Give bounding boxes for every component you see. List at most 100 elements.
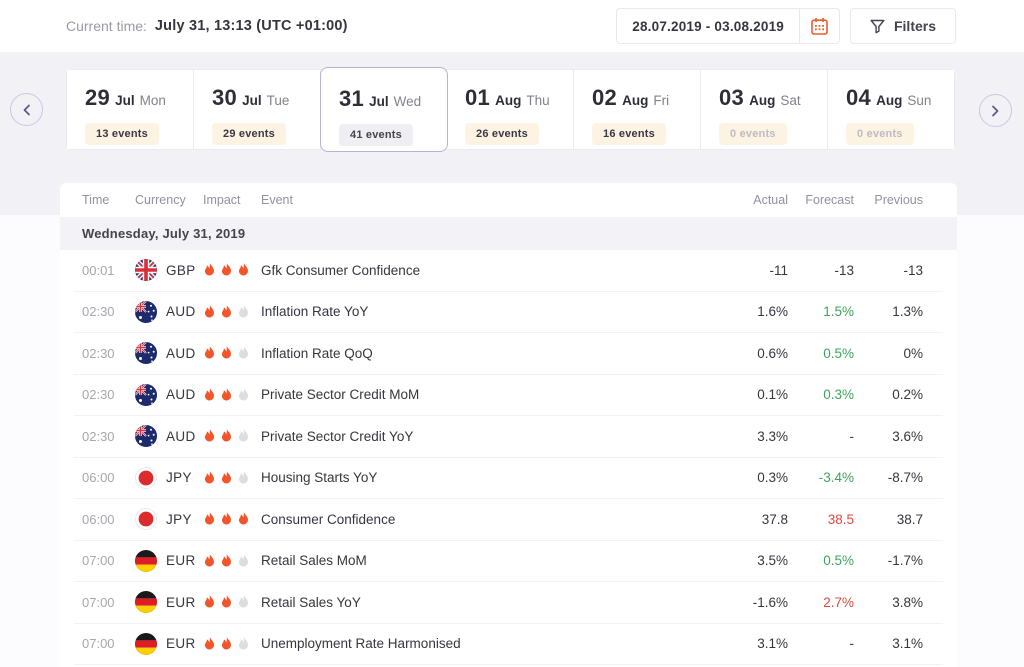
date-range-button[interactable]: 28.07.2019 - 03.08.2019 [616,8,840,44]
top-bar-actions: 28.07.2019 - 03.08.2019 [616,8,956,44]
day-card-date: 30 Jul Tue [212,85,320,111]
event-row[interactable]: 02:30 AUD Inflation Rate QoQ 0.6% 0.5% 0… [74,333,943,375]
events-table-panel: Time Currency Impact Event Actual Foreca… [60,183,957,667]
impact-flame-icon [220,429,233,443]
event-row[interactable]: 00:01 GBP Gfk Consumer Confidence -11 -1… [74,250,943,292]
day-card-date: 01 Aug Thu [465,85,573,111]
australia-flag [135,425,157,448]
forecast-value: - [849,636,855,652]
day-month: Jul [242,93,262,108]
date-group-row: Wednesday, July 31, 2019 [60,217,957,250]
forecast-value: 0.3% [823,387,854,403]
current-time-label: Current time: [66,18,147,34]
column-header-previous: Previous [874,193,923,207]
day-card-30-jul[interactable]: 30 Jul Tue 29 events [194,70,321,149]
day-weekday: Sun [907,93,932,108]
day-weekday: Tue [266,93,290,108]
day-card-date: 04 Aug Sun [846,85,954,111]
table-body: 00:01 GBP Gfk Consumer Confidence -11 -1… [60,250,957,665]
events-count-badge: 26 events [465,123,539,145]
event-time: 00:01 [82,262,115,278]
day-card-date: 31 Jul Wed [339,86,447,112]
impact-flame-icon [220,263,233,277]
event-time: 07:00 [82,553,115,569]
day-weekday: Mon [139,93,166,108]
actual-value: 1.6% [757,304,788,320]
day-card-29-jul[interactable]: 29 Jul Mon 13 events [67,70,194,149]
impact-flame-icon [203,512,216,526]
previous-value: 0.2% [892,387,923,403]
funnel-icon [870,19,885,34]
events-count-badge: 0 events [719,123,787,145]
day-card-01-aug[interactable]: 01 Aug Thu 26 events [447,70,574,149]
top-bar: Current time: July 31, 13:13 (UTC +01:00… [0,0,1024,52]
event-row[interactable]: 02:30 AUD Inflation Rate YoY 1.6% 1.5% 1… [74,292,943,333]
day-weekday: Sat [780,93,801,108]
day-card-04-aug[interactable]: 04 Aug Sun 0 events [828,70,954,149]
events-count-badge: 16 events [592,123,666,145]
next-days-button[interactable] [979,94,1012,127]
day-card-03-aug[interactable]: 03 Aug Sat 0 events [701,70,828,149]
previous-value: -8.7% [887,470,923,486]
column-header-event: Event [261,193,293,207]
event-row[interactable]: 07:00 EUR Unemployment Rate Harmonised 3… [74,624,943,665]
column-header-currency: Currency [135,193,186,207]
impact-flame-icon [220,512,233,526]
event-time: 02:30 [82,428,115,444]
germany-flag [135,632,157,655]
impact-flame-icon [220,304,233,319]
day-number: 29 [85,85,111,110]
table-header-row: Time Currency Impact Event Actual Foreca… [60,183,957,217]
filters-button[interactable]: Filters [849,8,956,44]
event-name: Retail Sales YoY [261,594,361,610]
japan-flag [135,466,157,489]
event-name: Inflation Rate YoY [261,304,369,320]
column-header-time: Time [82,193,110,207]
actual-value: 3.1% [757,636,788,652]
day-card-date: 29 Jul Mon [85,85,193,111]
impact-flame-icon [203,553,216,568]
currency-code: EUR [166,636,196,652]
forecast-value: 0.5% [823,345,854,361]
day-card-date: 03 Aug Sat [719,85,827,111]
event-name: Private Sector Credit YoY [261,428,414,444]
currency-cell: JPY [135,508,203,531]
day-month: Aug [749,93,776,108]
impact-cell [203,470,261,485]
forecast-value: 0.5% [823,553,854,569]
impact-flame-icon [220,636,233,651]
event-row[interactable]: 07:00 EUR Retail Sales MoM 3.5% 0.5% -1.… [74,541,943,582]
event-row[interactable]: 06:00 JPY Consumer Confidence 37.8 38.5 … [74,499,943,541]
previous-value: -13 [903,262,923,278]
impact-flame-icon [203,595,216,609]
day-number: 30 [212,85,238,110]
previous-value: 38.7 [896,511,923,527]
event-row[interactable]: 02:30 AUD Private Sector Credit YoY 3.3%… [74,416,943,458]
impact-cell [203,263,261,277]
event-time: 07:00 [82,594,115,610]
actual-value: 3.3% [757,428,788,444]
impact-flame-icon-inactive [237,304,250,319]
event-row[interactable]: 02:30 AUD Private Sector Credit MoM 0.1%… [74,375,943,416]
divider [798,9,800,43]
chevron-left-icon [22,104,31,116]
day-card-02-aug[interactable]: 02 Aug Fri 16 events [574,70,701,149]
event-row[interactable]: 07:00 EUR Retail Sales YoY -1.6% 2.7% 3.… [74,582,943,624]
currency-code: EUR [166,553,196,569]
impact-flame-icon [203,387,216,402]
event-name: Private Sector Credit MoM [261,387,420,403]
impact-flame-icon [220,553,233,568]
impact-cell [203,346,261,360]
impact-flame-icon-inactive [237,595,250,609]
calendar-icon[interactable] [800,17,839,36]
previous-value: 3.8% [892,594,923,610]
event-time: 06:00 [82,511,115,527]
impact-flame-icon [203,304,216,319]
event-row[interactable]: 06:00 JPY Housing Starts YoY 0.3% -3.4% … [74,458,943,499]
day-card-31-jul[interactable]: 31 Jul Wed 41 events [320,67,448,152]
impact-flame-icon [203,263,216,277]
day-month: Jul [115,93,135,108]
previous-days-button[interactable] [10,93,43,126]
previous-value: -1.7% [887,553,923,569]
event-name: Consumer Confidence [261,511,396,527]
